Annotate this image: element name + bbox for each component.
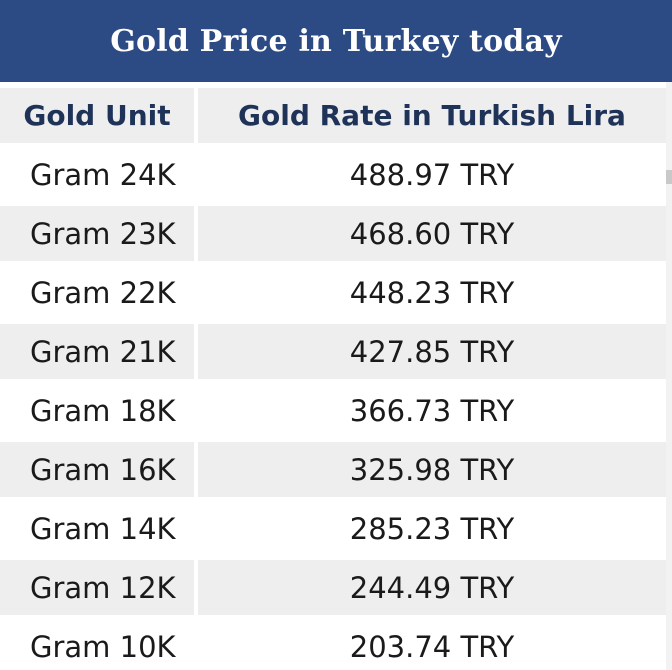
gold-rate-cell: 285.23 TRY bbox=[198, 501, 666, 556]
table-row: Gram 24K 488.97 TRY bbox=[0, 147, 666, 202]
gold-rate-cell: 468.60 TRY bbox=[198, 206, 666, 261]
gold-price-table: Gold Unit Gold Rate in Turkish Lira Gram… bbox=[0, 84, 666, 670]
gold-rate-cell: 448.23 TRY bbox=[198, 265, 666, 320]
gold-rate-cell: 488.97 TRY bbox=[198, 147, 666, 202]
title-bar: Gold Price in Turkey today bbox=[0, 0, 672, 82]
gold-price-table-container: Gold Unit Gold Rate in Turkish Lira Gram… bbox=[0, 88, 666, 670]
gold-rate-cell: 427.85 TRY bbox=[198, 324, 666, 379]
gold-unit-cell: Gram 23K bbox=[0, 206, 198, 261]
table-header-row: Gold Unit Gold Rate in Turkish Lira bbox=[0, 88, 666, 143]
table-row: Gram 21K 427.85 TRY bbox=[0, 324, 666, 379]
table-row: Gram 22K 448.23 TRY bbox=[0, 265, 666, 320]
column-header-gold-rate: Gold Rate in Turkish Lira bbox=[198, 88, 666, 143]
gold-unit-cell: Gram 24K bbox=[0, 147, 198, 202]
gold-rate-cell: 325.98 TRY bbox=[198, 442, 666, 497]
table-row: Gram 23K 468.60 TRY bbox=[0, 206, 666, 261]
scrollbar-thumb[interactable] bbox=[666, 170, 672, 184]
gold-unit-cell: Gram 18K bbox=[0, 383, 198, 438]
column-header-gold-unit: Gold Unit bbox=[0, 88, 198, 143]
gold-unit-cell: Gram 22K bbox=[0, 265, 198, 320]
table-row: Gram 18K 366.73 TRY bbox=[0, 383, 666, 438]
table-row: Gram 12K 244.49 TRY bbox=[0, 560, 666, 615]
gold-rate-cell: 203.74 TRY bbox=[198, 619, 666, 670]
table-row: Gram 10K 203.74 TRY bbox=[0, 619, 666, 670]
scrollbar-track[interactable] bbox=[666, 82, 672, 670]
table-row: Gram 14K 285.23 TRY bbox=[0, 501, 666, 556]
gold-rate-cell: 244.49 TRY bbox=[198, 560, 666, 615]
gold-unit-cell: Gram 14K bbox=[0, 501, 198, 556]
gold-unit-cell: Gram 21K bbox=[0, 324, 198, 379]
gold-rate-cell: 366.73 TRY bbox=[198, 383, 666, 438]
table-row: Gram 16K 325.98 TRY bbox=[0, 442, 666, 497]
page-title: Gold Price in Turkey today bbox=[110, 23, 562, 59]
gold-unit-cell: Gram 12K bbox=[0, 560, 198, 615]
gold-unit-cell: Gram 10K bbox=[0, 619, 198, 670]
gold-unit-cell: Gram 16K bbox=[0, 442, 198, 497]
